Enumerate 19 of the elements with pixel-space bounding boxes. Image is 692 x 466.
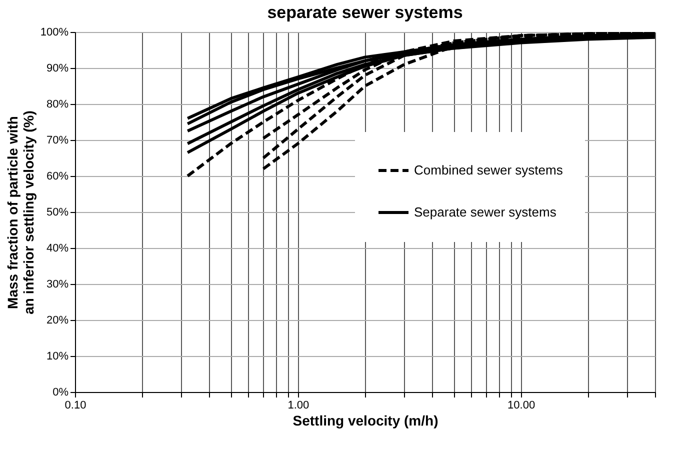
x-axis-title: Settling velocity (m/h): [292, 412, 438, 428]
y-tick-label: 80%: [46, 98, 69, 110]
y-tick-label: 0%: [52, 386, 69, 398]
x-tick-label: 0.10: [64, 400, 86, 412]
y-tick-label: 50%: [46, 206, 69, 218]
y-tick-label: 40%: [46, 242, 69, 254]
y-tick-label: 20%: [46, 314, 69, 326]
legend-label: Combined sewer systems: [414, 162, 564, 178]
chart-title: separate sewer systems: [267, 3, 463, 22]
legend-label: Separate sewer systems: [414, 204, 557, 220]
x-tick-label: 10.00: [508, 400, 536, 412]
y-tick-label: 30%: [46, 278, 69, 290]
y-axis-title: Mass fraction of particle with an inferior settling velocity (%): [4, 110, 36, 314]
y-tick-label: 90%: [46, 62, 69, 74]
x-tick-label: 1.00: [288, 400, 310, 412]
y-tick-label: 60%: [46, 170, 69, 182]
y-tick-label: 10%: [46, 350, 69, 362]
y-tick-label: 70%: [46, 134, 69, 146]
y-tick-label: 100%: [40, 26, 69, 38]
